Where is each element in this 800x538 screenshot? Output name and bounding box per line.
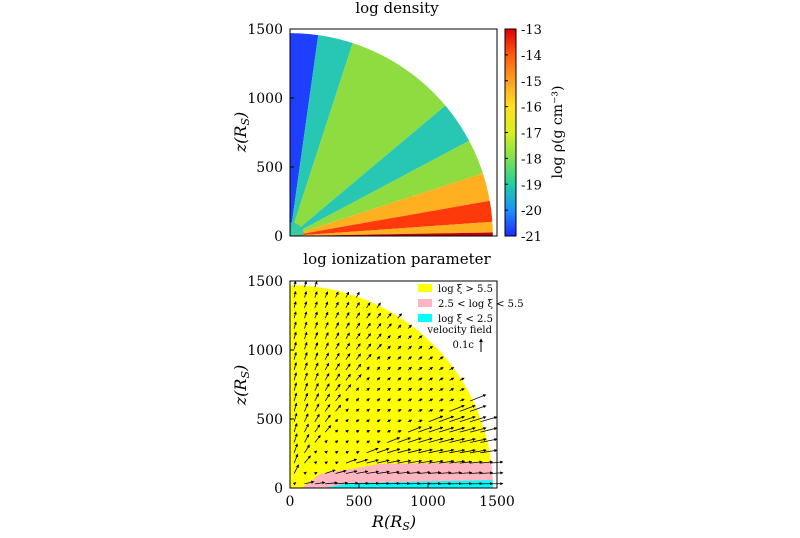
y-tick-label: 1500 bbox=[247, 22, 283, 38]
y-tick-label: 500 bbox=[256, 160, 283, 176]
region-high bbox=[290, 281, 497, 488]
density-y-label: z(RS) bbox=[231, 112, 252, 154]
x-tick-label: 0 bbox=[286, 494, 295, 510]
y-tick-label: 500 bbox=[256, 412, 283, 428]
x-tick-label: 1000 bbox=[410, 494, 446, 510]
colorbar-tick-label: -20 bbox=[521, 204, 542, 219]
velocity-arrow bbox=[315, 282, 317, 288]
density-y-ticks: 0 500 1000 1500 bbox=[247, 22, 294, 245]
ionization-legend: log ξ > 5.5 2.5 < log ξ < 5.5 log ξ < 2.5 bbox=[418, 284, 524, 325]
colorbar-tick-label: -16 bbox=[521, 101, 542, 116]
legend-label: log ξ < 2.5 bbox=[438, 314, 493, 325]
legend-swatch bbox=[418, 314, 432, 322]
legend-label: 2.5 < log ξ < 5.5 bbox=[438, 299, 524, 310]
colorbar-tick-label: -18 bbox=[521, 152, 542, 167]
ionization-title: log ionization parameter bbox=[303, 250, 491, 268]
colorbar-tick-label: -19 bbox=[521, 178, 542, 193]
ionization-field bbox=[290, 281, 497, 488]
velocity-arrow bbox=[356, 292, 359, 297]
legend-swatch bbox=[418, 284, 432, 292]
y-tick-label: 0 bbox=[274, 229, 283, 245]
colorbar-tick-label: -14 bbox=[521, 49, 542, 64]
ionization-y-ticks: 0 500 1000 1500 bbox=[247, 274, 294, 497]
colorbar-tick-label: -17 bbox=[521, 127, 542, 142]
colorbar: -13 -14 -15 -16 -17 -18 -19 -20 -21 log ρ(g cm⁻³… bbox=[505, 23, 566, 245]
density-wedges bbox=[276, 0, 594, 250]
density-title: log density bbox=[355, 0, 439, 17]
density-panel: log density 0 500 1000 1500 z(RS) -13 -14 -15… bbox=[231, 0, 594, 250]
colorbar-label: log ρ(g cm⁻³) bbox=[550, 85, 566, 178]
y-tick-label: 1500 bbox=[247, 274, 283, 290]
ionization-panel: log ionization parameter 0 500 1000 1500 0 5… bbox=[231, 250, 524, 533]
y-tick-label: 1000 bbox=[247, 343, 283, 359]
colorbar-tick-label: -15 bbox=[521, 75, 542, 90]
colorbar-tick-label: -21 bbox=[521, 230, 542, 245]
velocity-note-title: velocity field bbox=[426, 325, 492, 336]
y-tick-label: 1000 bbox=[247, 91, 283, 107]
colorbar-tick-label: -13 bbox=[521, 23, 542, 38]
ionization-regions bbox=[290, 281, 497, 488]
velocity-arrow bbox=[470, 395, 486, 401]
velocity-note-scale: 0.1c bbox=[452, 340, 474, 351]
velocity-arrow bbox=[367, 483, 379, 484]
ionization-y-label: z(RS) bbox=[231, 365, 252, 407]
x-tick-label: 1500 bbox=[479, 494, 515, 510]
legend-swatch bbox=[418, 299, 432, 307]
legend-label: log ξ > 5.5 bbox=[438, 284, 493, 295]
ionization-x-label: R(RS) bbox=[371, 512, 416, 533]
x-tick-label: 500 bbox=[346, 494, 373, 510]
y-tick-label: 0 bbox=[274, 481, 283, 497]
density-field bbox=[276, 0, 594, 250]
